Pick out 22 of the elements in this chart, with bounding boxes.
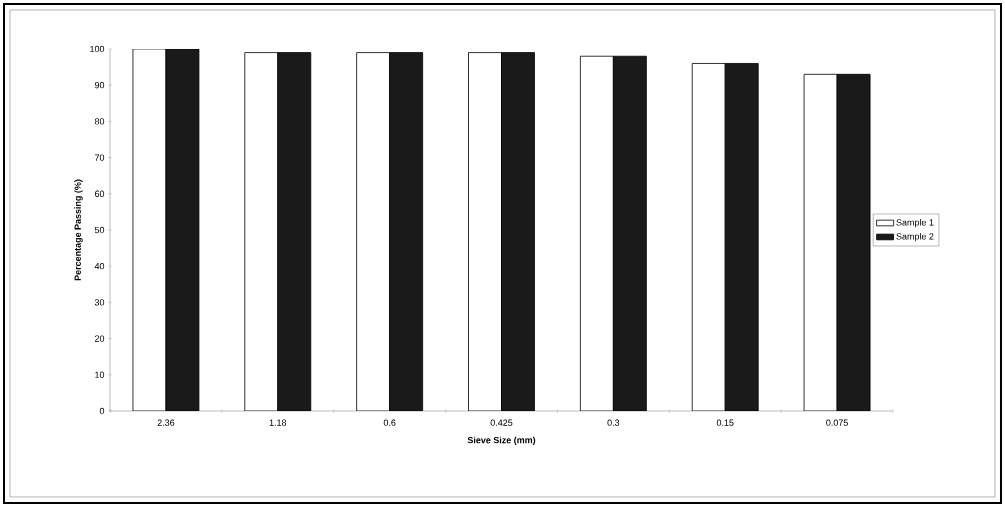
y-tick-label: 60 (94, 190, 105, 197)
y-tick-label: 50 (94, 226, 105, 234)
x-tick-label: 0.15 (716, 419, 734, 426)
x-tick-label: 0.075 (826, 419, 848, 426)
x-axis-title: Sieve Size (mm) (467, 436, 536, 446)
y-tick-label: 70 (94, 154, 105, 161)
legend-label: Sample 1 (896, 219, 934, 228)
y-tick-label: 80 (94, 118, 105, 125)
y-axis-title: Percentage Passing (%) (74, 179, 83, 281)
x-tick-label: 0.6 (383, 419, 396, 426)
x-tick-label: 0.3 (607, 419, 620, 426)
x-tick-label: 1.18 (269, 419, 287, 426)
x-tick-label: 2.36 (157, 419, 175, 426)
y-tick-label: 40 (94, 263, 105, 270)
y-tick-label: 10 (95, 371, 105, 378)
y-tick-label: 100 (90, 45, 105, 53)
y-tick-label: 20 (94, 335, 105, 342)
y-tick-label: 90 (94, 82, 105, 89)
x-tick-label: 0.425 (490, 419, 513, 426)
y-tick-label: 30 (94, 299, 105, 306)
y-tick-label: 0 (99, 407, 105, 415)
legend-label: Sample 2 (896, 232, 934, 242)
